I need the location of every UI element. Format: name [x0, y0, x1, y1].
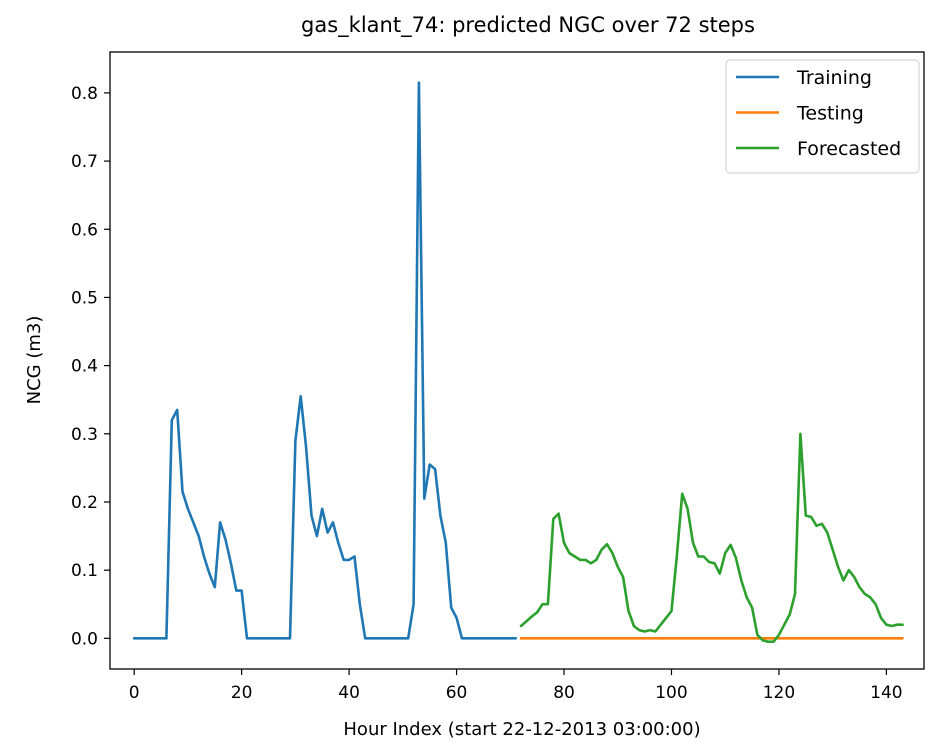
plot-frame: [109, 51, 925, 670]
y-tick-label: 0.3: [71, 425, 98, 445]
y-tick-label: 0.6: [71, 220, 98, 240]
y-tick-label: 0.5: [71, 288, 98, 308]
x-tick-label: 40: [338, 683, 360, 703]
legend-label-testing: Testing: [796, 103, 864, 125]
legend: Training Testing Forecasted: [725, 59, 920, 174]
x-tick-label: 100: [655, 683, 687, 703]
chart-title: gas_klant_74: predicted NGC over 72 step…: [301, 13, 755, 38]
legend-label-forecasted: Forecasted: [797, 138, 901, 160]
y-tick-label: 0.4: [71, 357, 98, 377]
y-tick-label: 0.0: [71, 629, 98, 649]
x-axis-title: Hour Index (start 22-12-2013 03:00:00): [343, 719, 700, 740]
plot-area: [132, 81, 904, 644]
x-tick-label: 80: [553, 683, 575, 703]
y-axis-title: NCG (m3): [24, 316, 45, 405]
x-tick-label: 120: [763, 683, 795, 703]
legend-box: [725, 59, 920, 174]
series-line-training: [132, 81, 518, 640]
x-tick-label: 20: [231, 683, 253, 703]
x-tick-label: 140: [870, 683, 902, 703]
x-tick-label: 0: [129, 683, 140, 703]
series-line-forecasted: [519, 432, 904, 644]
y-tick-label: 0.7: [71, 152, 98, 172]
x-tick-label: 60: [446, 683, 468, 703]
y-axis: 0.0 0.1 0.2 0.3 0.4 0.5 0.6 0.7 0.8: [71, 84, 110, 649]
legend-label-training: Training: [796, 67, 872, 89]
y-tick-label: 0.1: [71, 561, 98, 581]
x-axis: 0 20 40 60 80 100 120 140: [129, 669, 903, 703]
y-tick-label: 0.2: [71, 493, 98, 513]
y-tick-label: 0.8: [71, 84, 98, 104]
